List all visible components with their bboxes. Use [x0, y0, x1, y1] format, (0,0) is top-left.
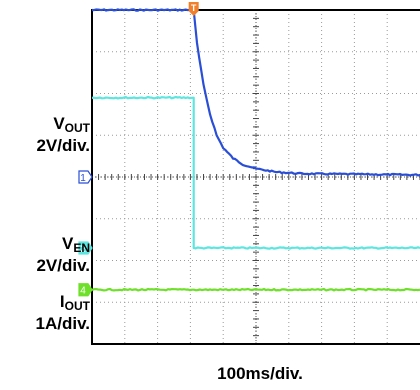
trigger-marker: T [188, 2, 199, 16]
channel-marker-1: 1 [78, 170, 93, 184]
series-label-iout: IOUT 1A/div. [35, 292, 90, 333]
trigger-flag [188, 2, 199, 16]
series-label-ven: VEN 2V/div. [36, 234, 90, 275]
channel-marker-4: 4 [78, 283, 93, 297]
channel-marker-2: 2 [78, 241, 93, 255]
channel-number: 4 [80, 286, 86, 297]
trace-ven [91, 95, 420, 250]
graticule [91, 9, 420, 345]
trigger-label: T [191, 3, 197, 13]
channel-markers: 1 2 4 [78, 170, 93, 297]
trace-vout [91, 8, 420, 177]
channel-number: 2 [80, 244, 86, 255]
trace-iout [91, 287, 420, 292]
traces [91, 8, 420, 292]
x-axis-label: 100ms/div. [217, 364, 303, 383]
channel-number: 1 [80, 173, 86, 184]
series-label-vout: VOUT 2V/div. [36, 114, 90, 155]
